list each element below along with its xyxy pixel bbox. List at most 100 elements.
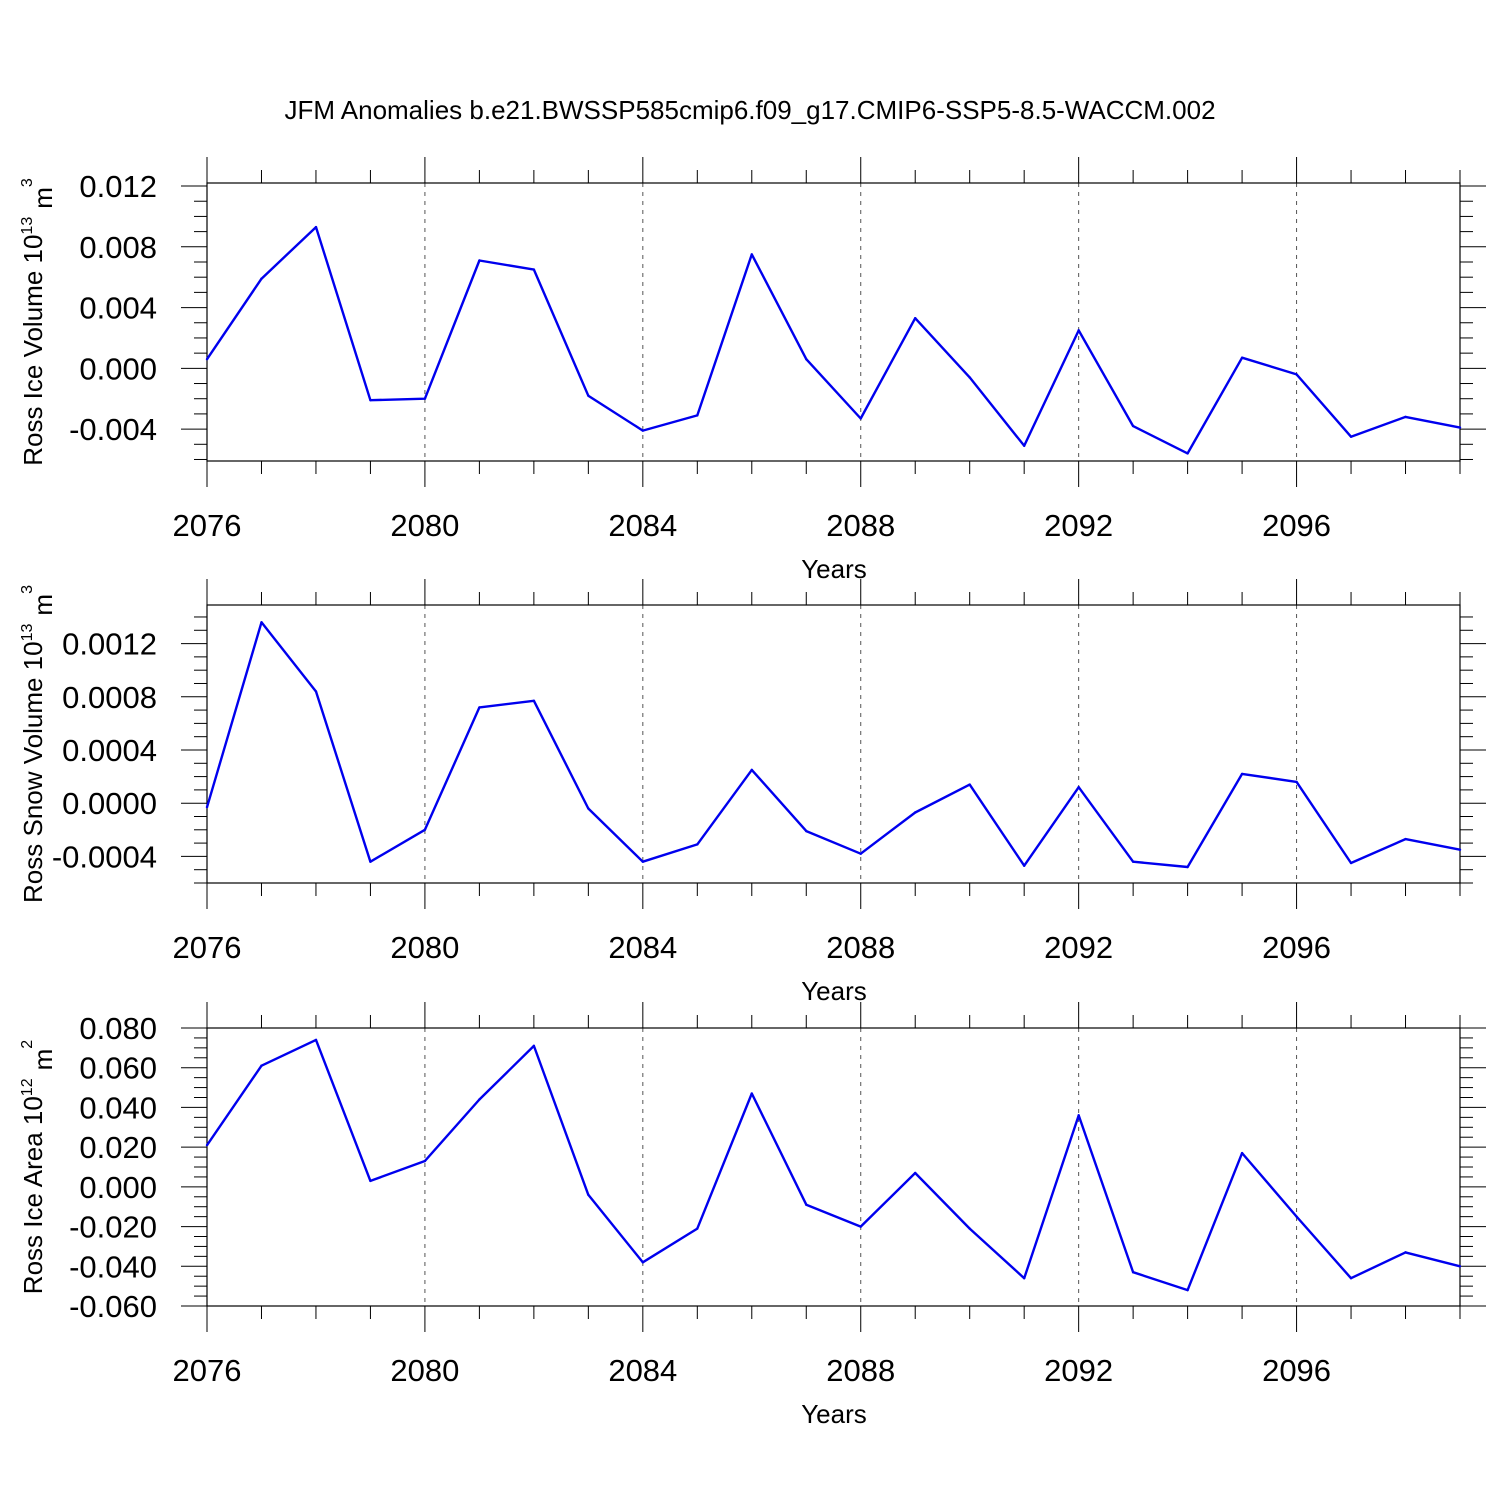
x-tick-label: 2080: [390, 508, 459, 543]
data-point: [859, 417, 862, 420]
y-tick-label: -0.020: [69, 1210, 157, 1245]
data-point: [805, 829, 808, 833]
y-tick-label: -0.040: [69, 1249, 157, 1284]
x-tick-label: 2088: [826, 508, 895, 543]
y-tick-label: 0.0000: [62, 786, 157, 821]
y-axis-label-part: m: [28, 594, 58, 616]
data-point: [750, 253, 753, 256]
data-point: [478, 1098, 481, 1101]
data-point: [587, 1193, 590, 1197]
data-point: [1131, 860, 1135, 863]
y-axis-label-part: Ross Ice Area 10: [18, 1096, 48, 1294]
y-axis-label-part: 3: [19, 178, 36, 187]
data-point: [1186, 865, 1189, 869]
data-point: [641, 860, 645, 863]
data-line: [206, 225, 1461, 455]
data-point: [260, 1064, 263, 1067]
data-point: [1022, 444, 1026, 448]
data-point: [369, 399, 372, 402]
data-point: [1240, 356, 1244, 359]
data-point: [205, 805, 209, 809]
x-tick-label: 2088: [826, 930, 895, 965]
data-point: [750, 768, 753, 772]
data-point: [1349, 861, 1353, 865]
data-point: [423, 1159, 427, 1163]
data-point: [1186, 1288, 1189, 1292]
chart-panel-1: 2076 2080 2084 2088 2092 2096 -0.004 0.000 0.004…: [18, 157, 1486, 584]
data-point: [696, 1227, 699, 1230]
x-tick-label: 2080: [390, 1353, 459, 1388]
x-tick-label: 2084: [608, 1353, 677, 1388]
y-axis-label-part: Ross Snow Volume 10: [18, 641, 48, 903]
y-tick-label: 0.0008: [62, 680, 157, 715]
data-point: [423, 397, 427, 400]
data-point: [1295, 1215, 1298, 1218]
y-tick-label: -0.0004: [52, 839, 157, 874]
data-point: [696, 843, 699, 846]
x-tick-label: 2096: [1262, 508, 1331, 543]
data-point: [1404, 1251, 1407, 1254]
x-tick-label: 2076: [173, 1353, 242, 1388]
data-point: [805, 1203, 808, 1206]
y-tick-label: 0.080: [79, 1011, 157, 1046]
data-point: [1295, 373, 1298, 376]
data-line: [205, 621, 1461, 869]
data-point: [587, 394, 590, 397]
data-point: [1295, 780, 1298, 784]
y-axis-label-part: 13: [19, 217, 36, 235]
data-point: [1131, 1271, 1135, 1274]
data-point: [805, 358, 808, 361]
data-point: [641, 1261, 645, 1264]
y-tick-label: 0.004: [79, 291, 157, 326]
plot-frame: [206, 1027, 1461, 1307]
y-tick-label: 0.020: [79, 1130, 157, 1165]
y-axis-label-part: 2: [19, 1040, 36, 1049]
data-point: [1404, 837, 1407, 841]
data-point: [205, 358, 209, 361]
y-tick-label: 0.0004: [62, 733, 157, 768]
data-point: [1349, 435, 1353, 438]
data-point: [968, 376, 971, 379]
x-axis-label: Years: [801, 554, 867, 584]
data-point: [641, 429, 645, 432]
data-point: [1186, 452, 1189, 455]
x-axis-label: Years: [801, 1399, 867, 1429]
data-point: [1349, 1277, 1353, 1280]
data-point: [1022, 1277, 1026, 1280]
data-point: [1077, 1114, 1080, 1117]
y-axis-label-part: m: [28, 187, 58, 209]
x-tick-label: 2096: [1262, 1353, 1331, 1388]
x-tick-label: 2076: [173, 930, 242, 965]
data-point: [314, 225, 318, 229]
data-point: [1240, 772, 1244, 776]
x-tick-label: 2084: [608, 930, 677, 965]
plot-frame: [206, 182, 1461, 462]
x-tick-label: 2096: [1262, 930, 1331, 965]
data-point: [1404, 415, 1407, 419]
data-point: [968, 783, 971, 786]
data-point: [750, 1092, 753, 1095]
x-tick-label: 2076: [173, 508, 242, 543]
data-point: [1240, 1151, 1244, 1155]
x-tick-label: 2092: [1044, 930, 1113, 965]
data-point: [532, 268, 536, 271]
data-point: [914, 811, 917, 814]
data-point: [914, 317, 917, 320]
data-point: [1077, 786, 1080, 789]
y-axis-label: Ross Snow Volume 1013 m3: [18, 585, 58, 903]
data-point: [532, 699, 536, 702]
data-point: [859, 852, 862, 855]
data-point: [369, 860, 372, 863]
data-point: [314, 690, 318, 693]
data-point: [1458, 848, 1462, 851]
x-tick-label: 2092: [1044, 1353, 1113, 1388]
chart-panel-2: 2076 2080 2084 2088 2092 2096 -0.0004 0.0000 0.0…: [18, 579, 1486, 1006]
data-point: [314, 1038, 318, 1042]
x-tick-label: 2092: [1044, 508, 1113, 543]
data-point: [260, 277, 263, 280]
data-point: [423, 828, 427, 831]
y-tick-label: -0.004: [69, 412, 157, 447]
y-axis-label: Ross Ice Area 1012 m2: [18, 1040, 58, 1294]
data-point: [1022, 864, 1026, 867]
y-tick-label: 0.040: [79, 1090, 157, 1125]
